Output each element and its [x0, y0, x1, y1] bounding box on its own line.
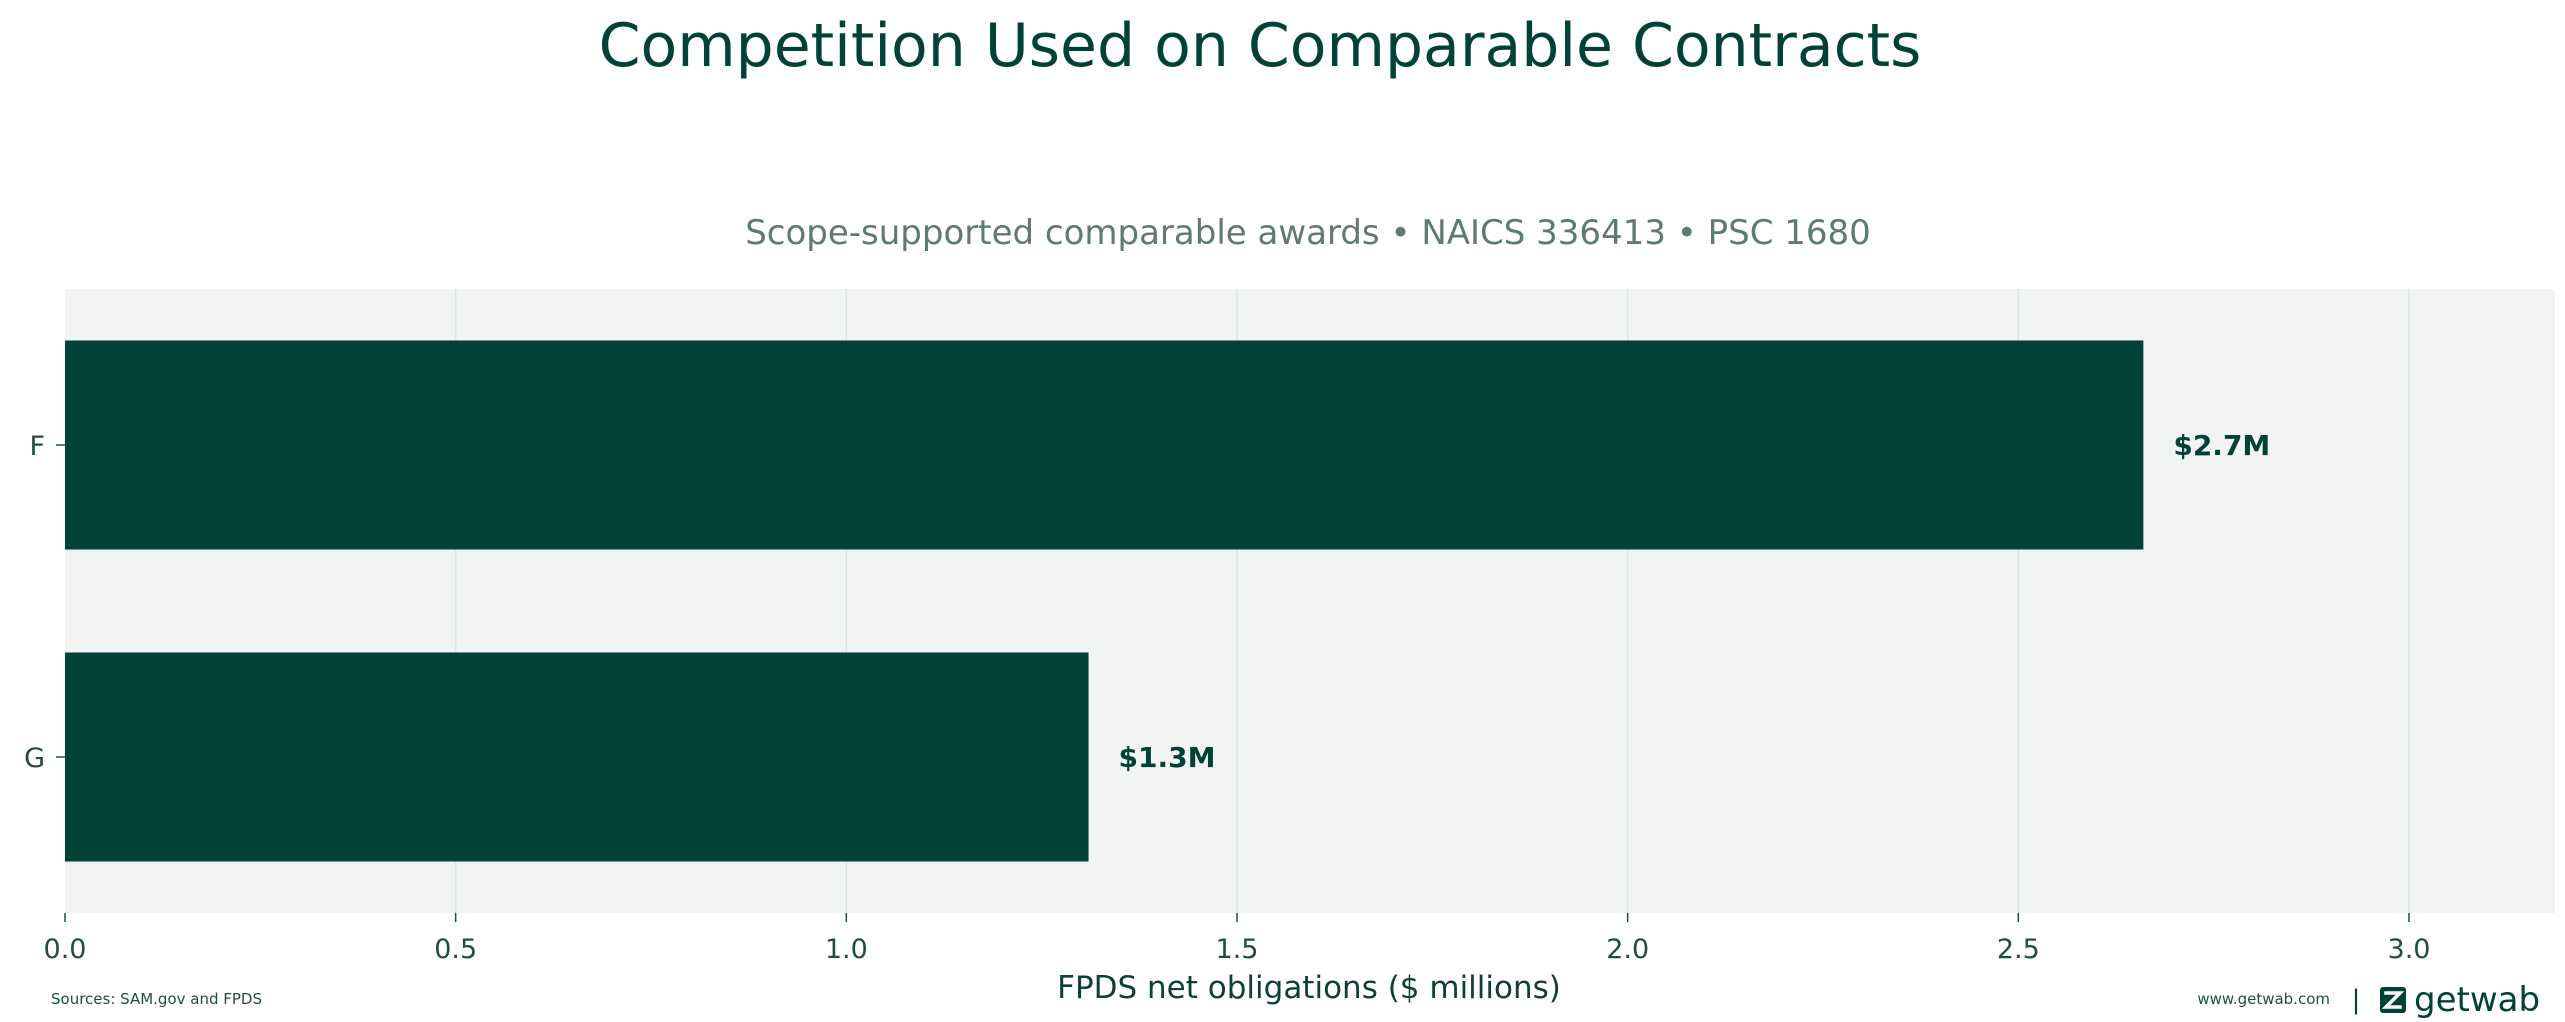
chart-title: Competition Used on Comparable Contracts	[599, 11, 1922, 81]
footer-separator: |	[2352, 985, 2361, 1015]
bar-g	[65, 652, 1089, 862]
sources-note: Sources: SAM.gov and FPDS	[51, 990, 262, 1008]
y-axis: FG	[24, 431, 65, 774]
x-tick-label: 0.0	[44, 934, 87, 965]
x-tick-label: 2.5	[1997, 934, 2040, 965]
x-tick-label: 1.5	[1216, 934, 1259, 965]
x-tick-label: 3.0	[2388, 934, 2431, 965]
chart-subtitle: Scope-supported comparable awards • NAIC…	[745, 213, 1871, 253]
bars	[65, 340, 2144, 862]
website-link[interactable]: www.getwab.com	[2197, 990, 2330, 1008]
y-tick-label-f: F	[29, 431, 45, 462]
data-label-g: $1.3M	[1119, 741, 1216, 774]
data-labels: $2.7M $1.3M	[1119, 429, 2271, 774]
bar-f	[65, 340, 2144, 550]
x-axis-label: FPDS net obligations ($ millions)	[1057, 970, 1561, 1006]
x-tick-label: 1.0	[825, 934, 868, 965]
y-tick-label-g: G	[24, 743, 45, 774]
x-tick-label: 0.5	[434, 934, 477, 965]
data-label-f: $2.7M	[2173, 429, 2270, 462]
getwab-logo-icon	[2380, 987, 2406, 1013]
x-tick-label: 2.0	[1606, 934, 1649, 965]
brand-name: getwab	[2414, 980, 2540, 1020]
x-axis: 0.0 0.5 1.0 1.5 2.0 2.5 3.0	[44, 913, 2431, 965]
